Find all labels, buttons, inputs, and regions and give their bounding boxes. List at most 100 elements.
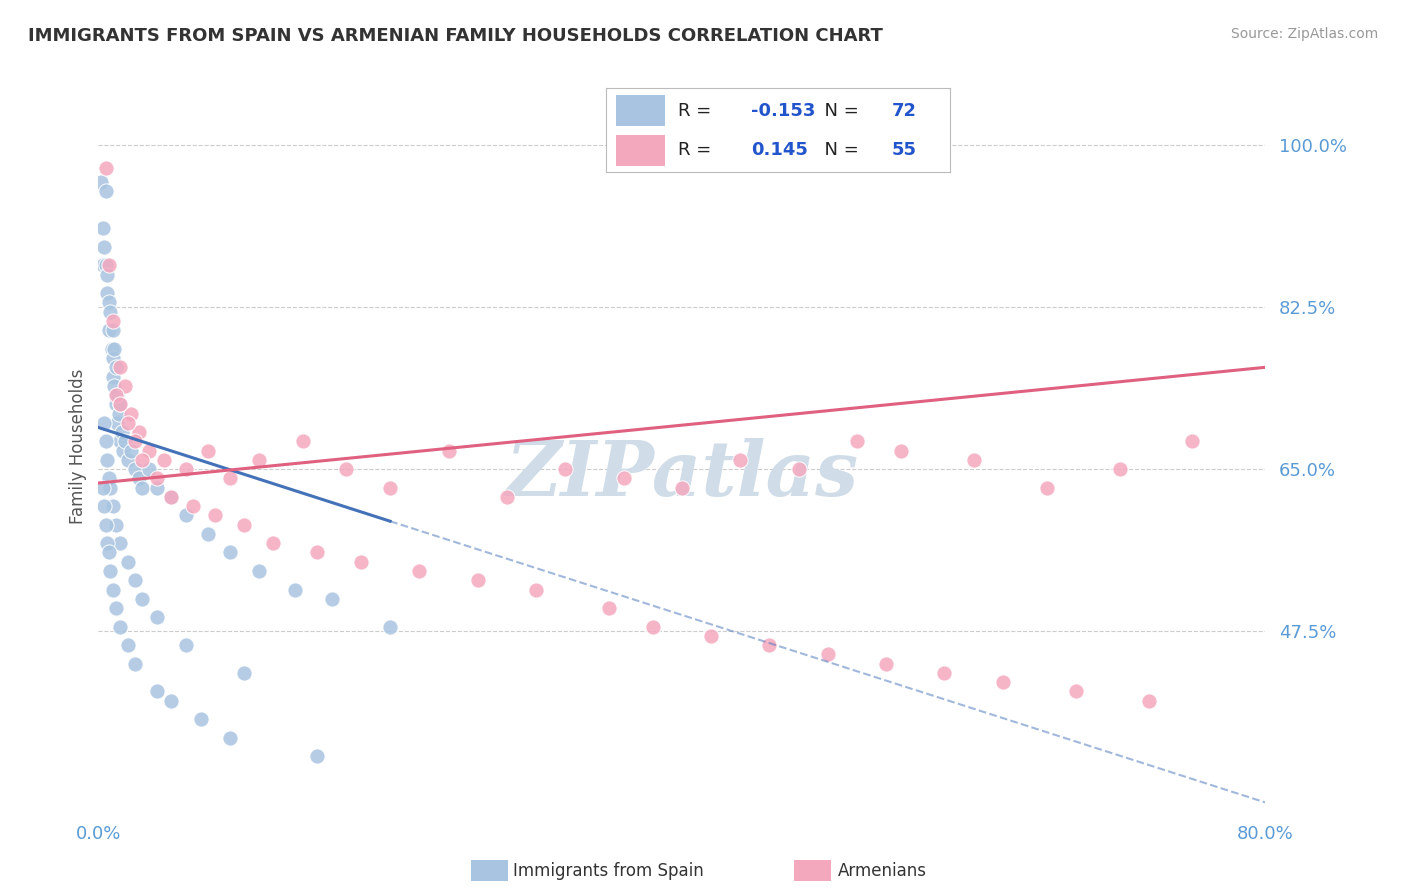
Point <box>1035 481 1057 495</box>
Point <box>124 462 146 476</box>
Point <box>93 240 115 254</box>
Point <box>890 443 912 458</box>
Point <box>174 508 197 523</box>
Point <box>641 619 664 633</box>
Point <box>110 397 132 411</box>
Point <box>90 175 112 189</box>
Point <box>93 499 115 513</box>
Point <box>335 462 357 476</box>
Point <box>94 161 117 176</box>
Point <box>96 536 118 550</box>
Point <box>101 351 124 365</box>
Point <box>934 665 956 680</box>
Point <box>103 379 125 393</box>
Text: Immigrants from Spain: Immigrants from Spain <box>513 862 704 880</box>
Point <box>875 657 897 671</box>
Point <box>98 564 121 578</box>
Point <box>437 443 460 458</box>
Point <box>671 481 693 495</box>
Point <box>97 545 120 559</box>
Point <box>153 453 176 467</box>
Point <box>98 481 121 495</box>
Point <box>321 591 343 606</box>
Point <box>160 490 183 504</box>
Point <box>991 675 1014 690</box>
Point <box>103 342 125 356</box>
Point <box>138 443 160 458</box>
Point <box>110 434 132 449</box>
Point <box>307 545 329 559</box>
Point <box>131 591 153 606</box>
Point <box>612 471 634 485</box>
Point <box>120 407 142 421</box>
Text: IMMIGRANTS FROM SPAIN VS ARMENIAN FAMILY HOUSEHOLDS CORRELATION CHART: IMMIGRANTS FROM SPAIN VS ARMENIAN FAMILY… <box>28 27 883 45</box>
Point <box>93 416 115 430</box>
Point <box>146 481 169 495</box>
Point <box>131 481 153 495</box>
Point <box>91 481 114 495</box>
Y-axis label: Family Households: Family Households <box>69 368 87 524</box>
Point <box>1064 684 1087 698</box>
Point <box>114 434 136 449</box>
Point <box>197 527 219 541</box>
Point <box>233 517 256 532</box>
Point <box>96 453 118 467</box>
Point <box>104 388 127 402</box>
Point <box>104 360 127 375</box>
Point <box>110 360 132 375</box>
Point <box>97 471 120 485</box>
Point <box>204 508 226 523</box>
Point <box>495 490 517 504</box>
Point <box>845 434 868 449</box>
Point <box>291 434 314 449</box>
Point <box>96 286 118 301</box>
Point <box>817 648 839 662</box>
Point <box>181 499 204 513</box>
Point <box>524 582 547 597</box>
Point <box>96 268 118 282</box>
Point <box>190 712 212 726</box>
Point <box>160 693 183 707</box>
Point <box>378 481 402 495</box>
Point <box>108 407 131 421</box>
Point <box>110 536 132 550</box>
Point <box>94 259 117 273</box>
Text: Source: ZipAtlas.com: Source: ZipAtlas.com <box>1230 27 1378 41</box>
Point <box>408 564 430 578</box>
Point <box>350 555 373 569</box>
Point <box>174 462 197 476</box>
Point <box>962 453 984 467</box>
Point <box>101 369 124 384</box>
Point <box>114 379 136 393</box>
Point <box>94 517 117 532</box>
Point <box>146 471 169 485</box>
Point <box>104 601 127 615</box>
Point <box>197 443 219 458</box>
Point <box>284 582 307 597</box>
Point <box>598 601 620 615</box>
Point <box>101 314 124 328</box>
Text: ZIPatlas: ZIPatlas <box>505 438 859 512</box>
Point <box>146 610 169 624</box>
Point <box>97 323 120 337</box>
Point <box>97 259 120 273</box>
Point <box>700 629 723 643</box>
Point <box>307 749 329 764</box>
Point <box>101 582 124 597</box>
Point <box>247 453 270 467</box>
Point <box>262 536 284 550</box>
Point <box>730 453 752 467</box>
Point <box>218 471 240 485</box>
Point <box>117 453 139 467</box>
Point <box>124 434 146 449</box>
Point <box>94 434 117 449</box>
Point <box>91 259 114 273</box>
Point <box>110 397 132 411</box>
Point <box>787 462 810 476</box>
Point <box>105 416 128 430</box>
Point <box>101 323 124 337</box>
Point <box>117 555 139 569</box>
Point <box>110 619 132 633</box>
Point <box>101 499 124 513</box>
Point <box>128 471 150 485</box>
